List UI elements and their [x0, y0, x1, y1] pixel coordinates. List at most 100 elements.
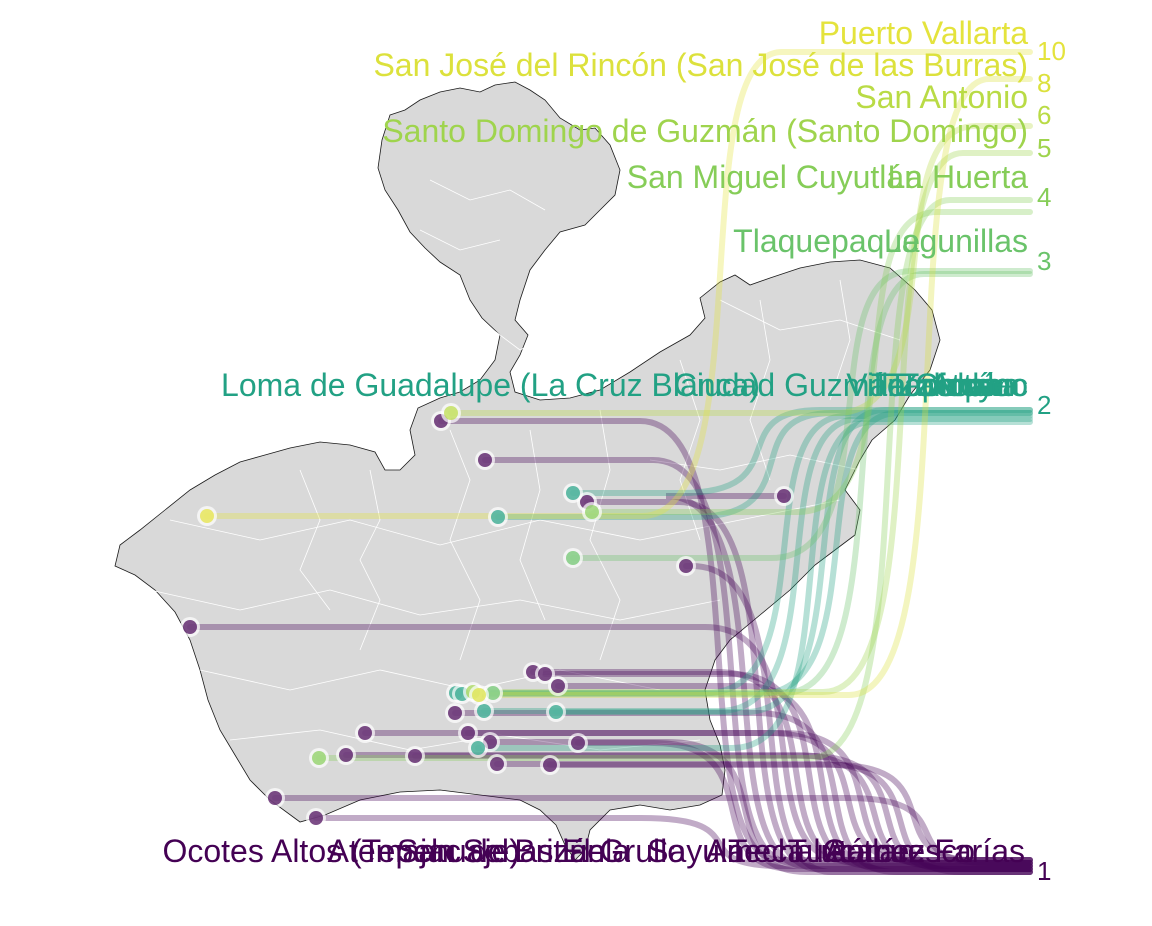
rank-number: 4	[1037, 182, 1051, 212]
flow-line	[453, 413, 1033, 696]
flow-line	[584, 499, 1033, 872]
municipality-border	[649, 454, 861, 471]
location-point	[585, 505, 599, 519]
location-label: Ameca	[705, 833, 805, 869]
flow-line	[683, 563, 1033, 875]
municipality-border	[519, 429, 546, 621]
flow-line	[475, 419, 1033, 751]
flow-line	[570, 407, 1033, 496]
municipality-border	[719, 299, 901, 341]
location-point	[309, 811, 323, 825]
flow-line	[204, 49, 1033, 519]
flow-line	[553, 407, 1033, 715]
location-point	[538, 667, 552, 681]
flow-line	[448, 123, 1033, 416]
flow-line	[570, 268, 1033, 561]
flow-line	[362, 730, 1033, 866]
flow-line	[343, 752, 1033, 869]
location-point	[551, 679, 565, 693]
location-point	[777, 489, 791, 503]
location-point	[408, 749, 422, 763]
flow-line	[452, 710, 1033, 875]
rank-number: 1	[1037, 856, 1051, 886]
municipality-border	[149, 589, 721, 621]
location-label: San Antonio	[855, 79, 1028, 115]
location-label: El Grullo	[562, 833, 685, 869]
flow-line	[313, 815, 1033, 869]
location-point	[571, 736, 585, 750]
location-label: Santo Domingo de Guzmán (Santo Domingo)	[382, 113, 1028, 149]
location-label: Techaluta	[728, 833, 865, 869]
location-point	[491, 510, 505, 524]
location-labels: Puerto Vallarta 10 San José del Rincón (Sa…	[162, 15, 1065, 886]
location-points	[180, 403, 794, 828]
location-label: Sayula	[647, 833, 745, 869]
flow-line	[482, 457, 1033, 866]
flow-line	[495, 410, 1033, 520]
location-point	[444, 406, 458, 420]
location-point	[490, 757, 504, 771]
location-point	[312, 751, 326, 765]
flow-line	[481, 416, 1033, 714]
location-point	[486, 686, 500, 700]
flow-line	[412, 753, 1033, 872]
rank-number: 10	[1037, 36, 1066, 66]
location-label: Autlán	[824, 833, 915, 869]
municipality-border	[679, 359, 701, 541]
municipality-border	[829, 279, 851, 401]
rank-number: 2	[1037, 390, 1051, 420]
location-label: Tlaquepaque	[733, 223, 920, 259]
flow-line	[465, 730, 1033, 863]
location-label: Loma de Guadalupe (La Cruz Blanca)	[221, 367, 760, 403]
rank-number: 8	[1037, 68, 1051, 98]
municipality-border	[479, 319, 641, 361]
flow-line	[187, 624, 1033, 863]
location-point	[339, 748, 353, 762]
flow-lines	[187, 49, 1033, 875]
flow-line	[470, 150, 1033, 695]
location-label: Puerto Vallarta	[819, 15, 1029, 51]
location-point	[448, 706, 462, 720]
municipality-border	[419, 229, 501, 251]
location-point	[268, 791, 282, 805]
state-shape	[114, 81, 941, 861]
location-label: Ciudad Guzmán	[674, 367, 905, 403]
location-label: Tolimán	[900, 367, 1010, 403]
location-point	[358, 726, 372, 740]
municipality-border	[359, 469, 381, 651]
location-label: Ocotes Altos (Tepehuaje)	[162, 833, 520, 869]
location-label: La Huerta	[887, 159, 1028, 195]
location-point	[477, 704, 491, 718]
location-label: Tapalpa	[888, 367, 1000, 403]
municipality-borders	[149, 179, 901, 751]
location-point	[679, 559, 693, 573]
location-label: San Sebastián	[397, 833, 605, 869]
location-label: Tecolotlán	[871, 367, 1015, 403]
flow-line	[459, 410, 1033, 697]
flow-line	[316, 197, 1033, 761]
location-label: Villa Corona	[846, 367, 1020, 403]
municipality-border	[299, 469, 331, 611]
flow-line	[476, 76, 1033, 698]
rank-number: 3	[1037, 246, 1051, 276]
flow-line	[487, 739, 1033, 875]
flow-line	[575, 740, 1033, 872]
municipality-border	[449, 429, 481, 661]
location-label: Lagunillas	[884, 223, 1028, 259]
location-label: Atoyac	[930, 367, 1028, 403]
location-label: Zacoalco	[898, 367, 1028, 403]
location-point	[549, 705, 563, 719]
flow-line	[490, 271, 1033, 696]
flow-line	[547, 762, 1033, 863]
location-point	[566, 486, 580, 500]
location-label: San José del Rincón (San José de las Bur…	[373, 47, 1028, 83]
location-label: Tuxcacuesco	[788, 833, 975, 869]
flow-line	[272, 795, 1033, 866]
flow-line	[530, 669, 1033, 866]
state-outline	[114, 81, 941, 861]
location-point	[566, 551, 580, 565]
location-point	[472, 688, 486, 702]
flow-line	[438, 418, 1033, 863]
